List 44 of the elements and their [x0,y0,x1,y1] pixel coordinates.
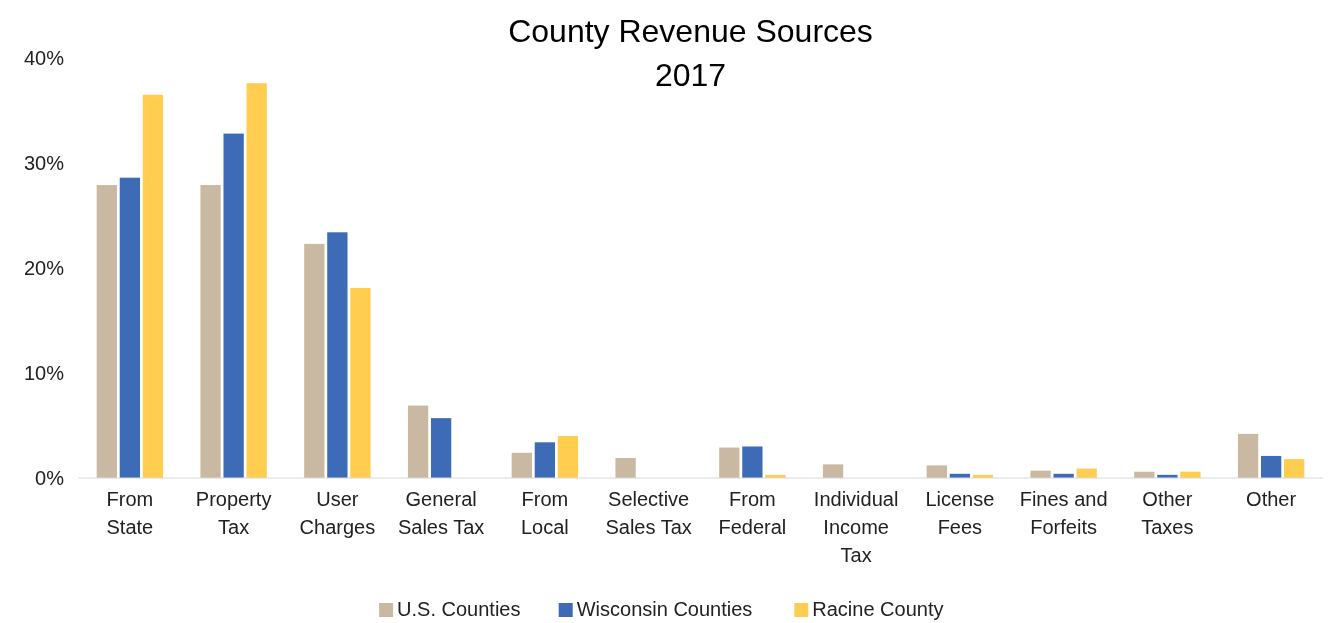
legend-label: U.S. Counties [397,598,521,620]
bar [407,405,429,478]
bar [719,447,740,478]
bar [511,452,532,478]
bar [534,442,556,478]
x-tick-label: Other Taxes [1141,488,1194,538]
y-tick-label: 20% [23,257,65,279]
bar [742,446,763,478]
bar [327,232,348,478]
bar [1284,459,1305,478]
bar [304,243,325,478]
bar [926,465,947,478]
x-tick-label: General Sales Tax [397,488,485,538]
x-tick-label: Property Tax [195,488,272,538]
bar [557,436,579,478]
x-tick-label: From Federal [718,488,787,538]
bar [200,185,221,478]
x-tick-label: Individual Income Tax [813,488,899,566]
bar [615,458,636,478]
chart-subtitle: 2017 [654,57,727,93]
bar [246,83,267,478]
x-tick-label: From State [106,488,154,538]
y-tick-label: 30% [23,152,65,174]
bar [430,418,452,478]
bar [96,185,117,478]
x-tick-label: User Charges [299,488,376,538]
x-tick-label: Selective Sales Tax [605,488,692,538]
bar [350,287,371,478]
x-tick-label: From Local [520,488,569,538]
y-tick-label: 0% [35,467,65,489]
x-tick-label: Fines and Forfeits [1019,488,1108,538]
bar [1237,433,1259,478]
bar [142,94,164,478]
legend-label: Racine County [812,598,944,620]
chart-title: County Revenue Sources [508,13,873,49]
bar [1260,455,1282,478]
legend-label: Wisconsin Counties [576,598,753,620]
x-tick-label: Other [1246,488,1297,510]
bar [223,133,244,478]
bar [822,464,844,478]
x-tick-label: License Fees [925,488,995,538]
y-tick-label: 10% [23,362,65,384]
y-tick-label: 40% [23,47,65,69]
bar [119,177,141,478]
